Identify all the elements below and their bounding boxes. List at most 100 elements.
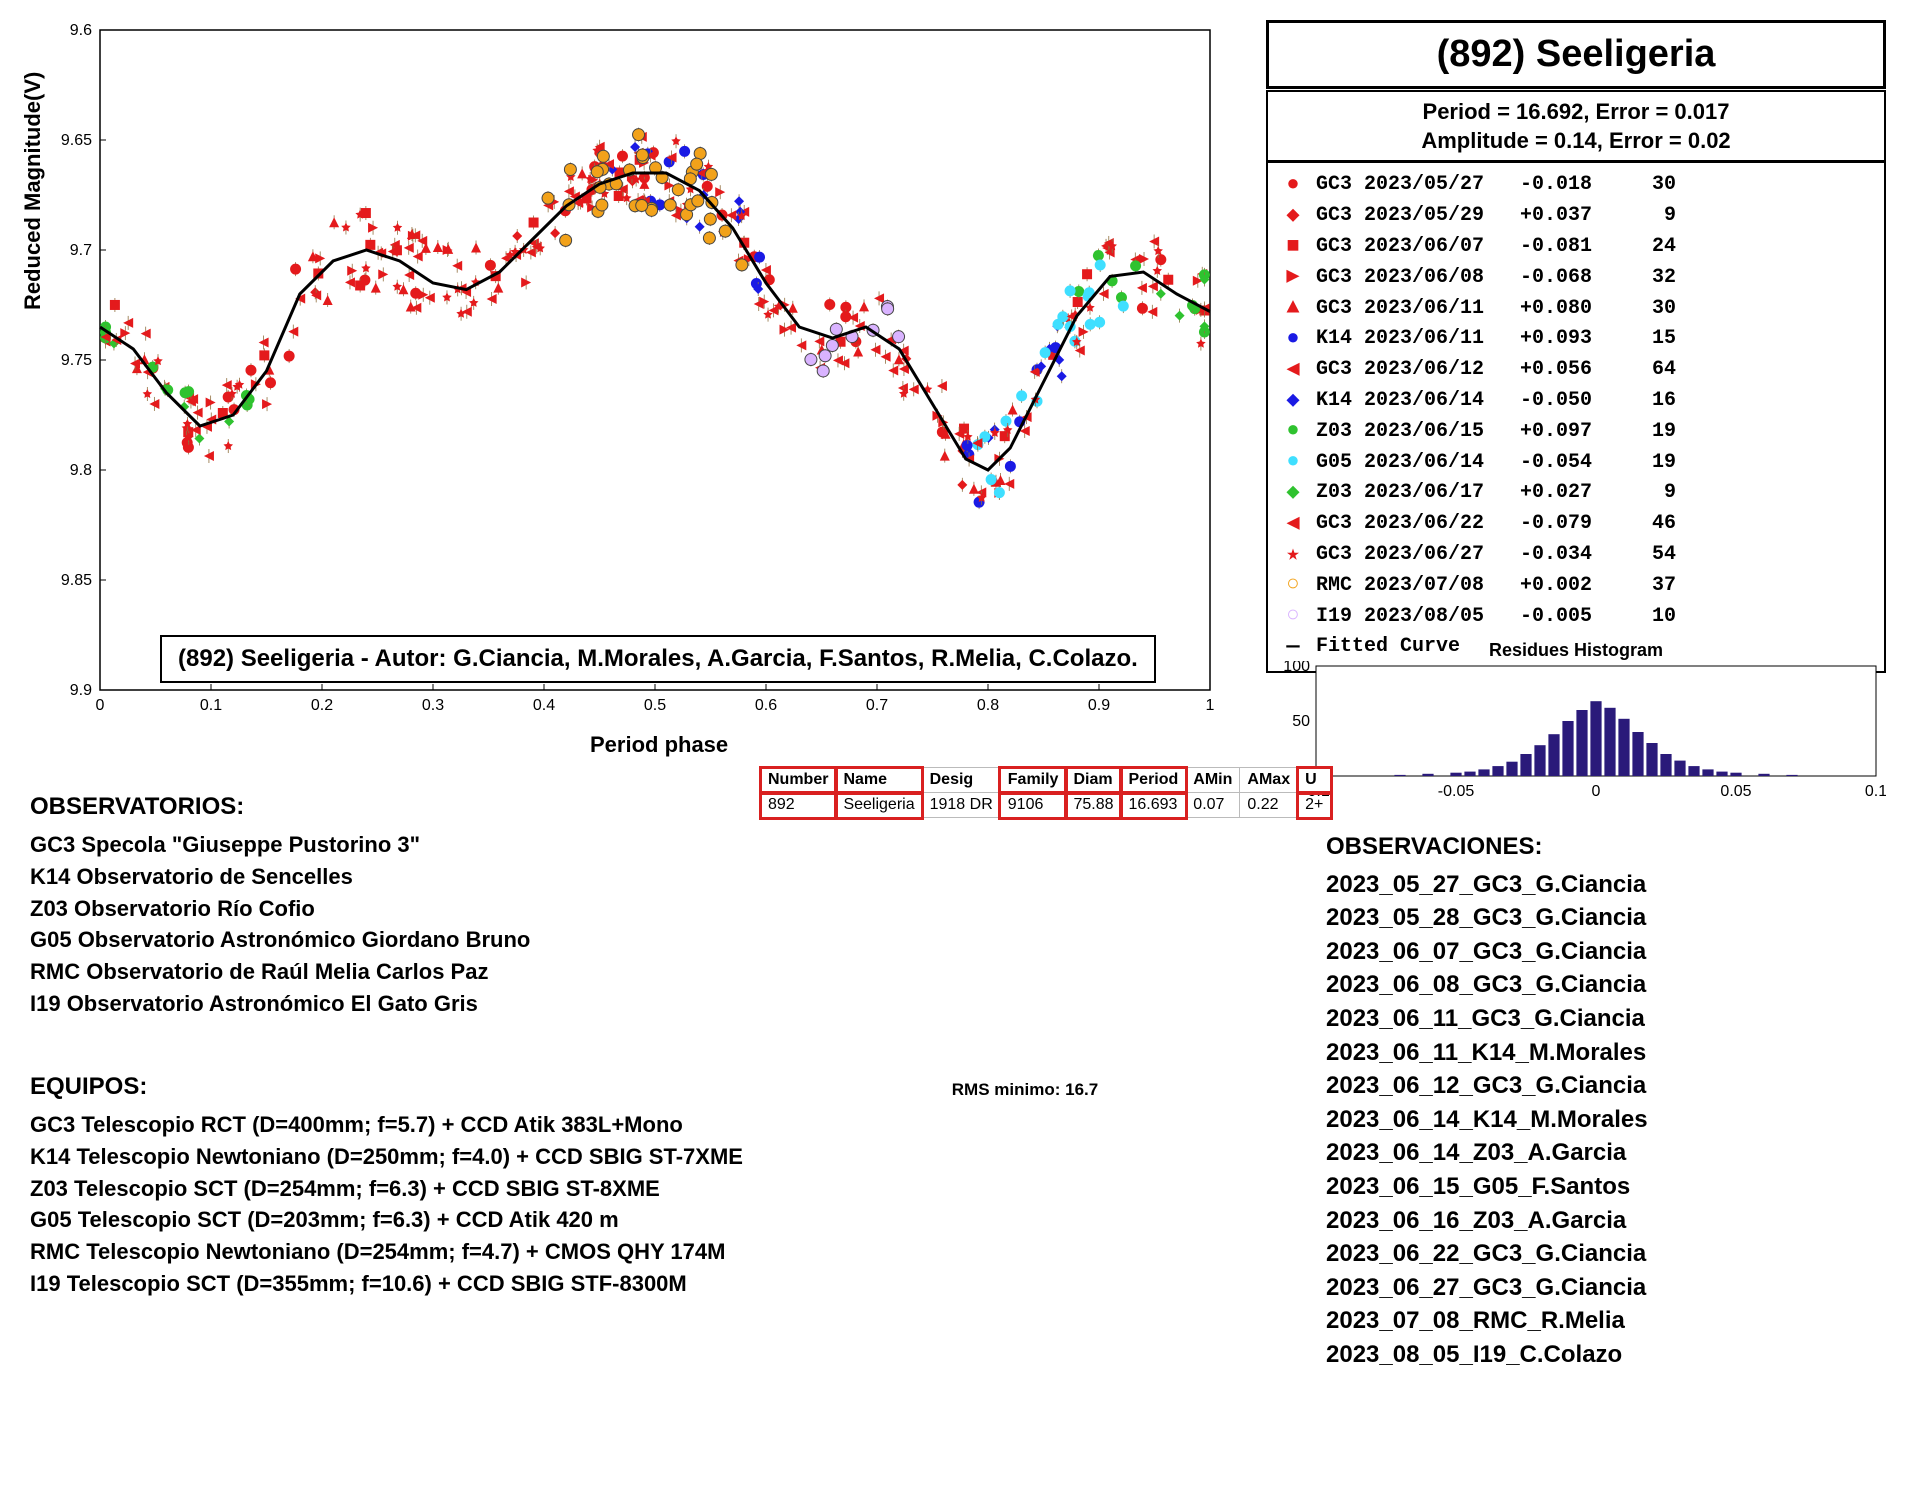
table-header: Diam — [1066, 768, 1121, 793]
svg-text:0.2: 0.2 — [311, 697, 333, 714]
svg-text:9.6: 9.6 — [70, 22, 92, 39]
legend-item: ●G05 2023/06/14 -0.054 19 — [1278, 447, 1874, 478]
histogram-svg: -0.1-0.0500.050.1050100 — [1266, 661, 1886, 801]
legend-marker-icon: ● — [1278, 324, 1308, 355]
legend-marker-icon: ■ — [1278, 232, 1308, 263]
table-header: U — [1298, 768, 1331, 793]
table-header: Name — [836, 768, 922, 793]
svg-text:0.05: 0.05 — [1720, 783, 1751, 800]
histogram-title: Residues Histogram — [1266, 640, 1886, 661]
list-item: 2023_05_27_GC3_G.Ciancia — [1326, 868, 1886, 902]
legend-marker-icon: ◀ — [1278, 355, 1308, 386]
svg-text:9.7: 9.7 — [70, 242, 92, 259]
svg-text:50: 50 — [1292, 713, 1310, 730]
svg-text:0.6: 0.6 — [755, 697, 777, 714]
list-item: 2023_05_28_GC3_G.Ciancia — [1326, 901, 1886, 935]
table-cell: 16.693 — [1121, 793, 1186, 818]
legend-marker-icon: ● — [1278, 170, 1308, 201]
lightcurve-chart: Reduced Magnitude(V) 00.10.20.30.40.50.6… — [30, 10, 1230, 730]
table-cell: 0.07 — [1186, 793, 1240, 818]
svg-text:9.65: 9.65 — [61, 132, 92, 149]
legend-label: K14 2023/06/14 -0.050 16 — [1316, 387, 1676, 415]
svg-text:9.85: 9.85 — [61, 572, 92, 589]
svg-text:1: 1 — [1206, 697, 1215, 714]
table-cell: 1918 DR — [922, 793, 1000, 818]
table-header: Family — [1000, 768, 1066, 793]
list-item: Z03 Telescopio SCT (D=254mm; f=6.3) + CC… — [30, 1173, 743, 1205]
y-axis-label: Reduced Magnitude(V) — [20, 72, 46, 310]
legend-marker-icon: ▶ — [1278, 262, 1308, 293]
asteroid-summary-table: NumberNameDesigFamilyDiamPeriodAMinAMaxU… — [760, 767, 1331, 818]
list-item: 2023_06_14_K14_M.Morales — [1326, 1103, 1886, 1137]
table-cell: 75.88 — [1066, 793, 1121, 818]
table-header: AMin — [1186, 768, 1240, 793]
legend-label: Z03 2023/06/15 +0.097 19 — [1316, 418, 1676, 446]
list-item: 2023_06_12_GC3_G.Ciancia — [1326, 1069, 1886, 1103]
amplitude-line: Amplitude = 0.14, Error = 0.02 — [1278, 127, 1874, 156]
list-item: 2023_06_08_GC3_G.Ciancia — [1326, 968, 1886, 1002]
legend-marker-icon: ◆ — [1278, 201, 1308, 232]
svg-text:0.1: 0.1 — [1865, 783, 1886, 800]
rms-svg — [760, 1100, 1290, 1490]
legend-marker-icon: ▲ — [1278, 293, 1308, 324]
observatorios-title: OBSERVATORIOS: — [30, 790, 530, 825]
legend-item: ■ GC3 2023/06/07 -0.081 24 — [1278, 232, 1874, 263]
legend-item: ▲ GC3 2023/06/11 +0.080 30 — [1278, 293, 1874, 324]
svg-text:0.8: 0.8 — [977, 697, 999, 714]
legend-label: Z03 2023/06/17 +0.027 9 — [1316, 479, 1676, 507]
table-cell: 0.22 — [1240, 793, 1298, 818]
svg-text:0: 0 — [1592, 783, 1601, 800]
legend-marker-icon: ● — [1278, 416, 1308, 447]
list-item: K14 Observatorio de Sencelles — [30, 861, 530, 893]
equipos-section: EQUIPOS: GC3 Telescopio RCT (D=400mm; f=… — [30, 1070, 743, 1300]
legend-marker-icon: ◆ — [1278, 386, 1308, 417]
lightcurve-svg: 00.10.20.30.40.50.60.70.80.919.69.659.79… — [30, 10, 1230, 730]
legend-label: RMC 2023/07/08 +0.002 37 — [1316, 572, 1676, 600]
list-item: RMC Telescopio Newtoniano (D=254mm; f=4.… — [30, 1236, 743, 1268]
equipos-title: EQUIPOS: — [30, 1070, 743, 1105]
svg-text:0.9: 0.9 — [1088, 697, 1110, 714]
observatorios-list: GC3 Specola "Giuseppe Pustorino 3"K14 Ob… — [30, 829, 530, 1020]
x-axis-label: Period phase — [590, 732, 728, 758]
list-item: Z03 Observatorio Río Cofio — [30, 893, 530, 925]
table-cell: 892 — [761, 793, 836, 818]
svg-text:0.7: 0.7 — [866, 697, 888, 714]
period-params: Period = 16.692, Error = 0.017 Amplitude… — [1266, 90, 1886, 163]
legend-label: GC3 2023/06/27 -0.034 54 — [1316, 541, 1676, 569]
list-item: 2023_08_05_I19_C.Colazo — [1326, 1338, 1886, 1372]
table-header: Number — [761, 768, 836, 793]
legend-item: ▶ GC3 2023/06/08 -0.068 32 — [1278, 262, 1874, 293]
legend-label: I19 2023/08/05 -0.005 10 — [1316, 603, 1676, 631]
asteroid-title: (892) Seeligeria — [1266, 20, 1886, 89]
legend-label: GC3 2023/05/27 -0.018 30 — [1316, 171, 1676, 199]
legend-marker-icon: ◆ — [1278, 478, 1308, 509]
legend-item: ◀GC3 2023/06/22 -0.079 46 — [1278, 509, 1874, 540]
legend-label: GC3 2023/06/11 +0.080 30 — [1316, 295, 1676, 323]
legend-label: GC3 2023/06/08 -0.068 32 — [1316, 264, 1676, 292]
author-caption: (892) Seeligeria - Autor: G.Ciancia, M.M… — [160, 635, 1156, 683]
rms-title: RMS minimo: 16.7 — [760, 1080, 1290, 1100]
table-header: AMax — [1240, 768, 1298, 793]
legend-item: ◆ Z03 2023/06/17 +0.027 9 — [1278, 478, 1874, 509]
legend-marker-icon: ● — [1278, 447, 1308, 478]
legend-marker-icon: ★ — [1278, 540, 1308, 571]
legend-label: GC3 2023/06/07 -0.081 24 — [1316, 233, 1676, 261]
list-item: 2023_06_11_K14_M.Morales — [1326, 1036, 1886, 1070]
svg-text:9.8: 9.8 — [70, 462, 92, 479]
observaciones-title: OBSERVACIONES: — [1326, 830, 1886, 864]
table-header: Period — [1121, 768, 1186, 793]
legend-item: ●K14 2023/06/11 +0.093 15 — [1278, 324, 1874, 355]
legend-item: ● Z03 2023/06/15 +0.097 19 — [1278, 416, 1874, 447]
svg-text:0: 0 — [96, 697, 105, 714]
legend-item: ◆GC3 2023/05/29 +0.037 9 — [1278, 201, 1874, 232]
svg-text:100: 100 — [1283, 661, 1310, 675]
legend-item: ★ GC3 2023/06/27 -0.034 54 — [1278, 540, 1874, 571]
table-cell: Seeligeria — [836, 793, 922, 818]
legend-item: ○I19 2023/08/05 -0.005 10 — [1278, 601, 1874, 632]
list-item: G05 Observatorio Astronómico Giordano Br… — [30, 924, 530, 956]
svg-text:9.9: 9.9 — [70, 682, 92, 699]
observaciones-list: 2023_05_27_GC3_G.Ciancia2023_05_28_GC3_G… — [1326, 868, 1886, 1372]
legend-item: ◀GC3 2023/06/12 +0.056 64 — [1278, 355, 1874, 386]
list-item: K14 Telescopio Newtoniano (D=250mm; f=4.… — [30, 1141, 743, 1173]
list-item: 2023_06_11_GC3_G.Ciancia — [1326, 1002, 1886, 1036]
